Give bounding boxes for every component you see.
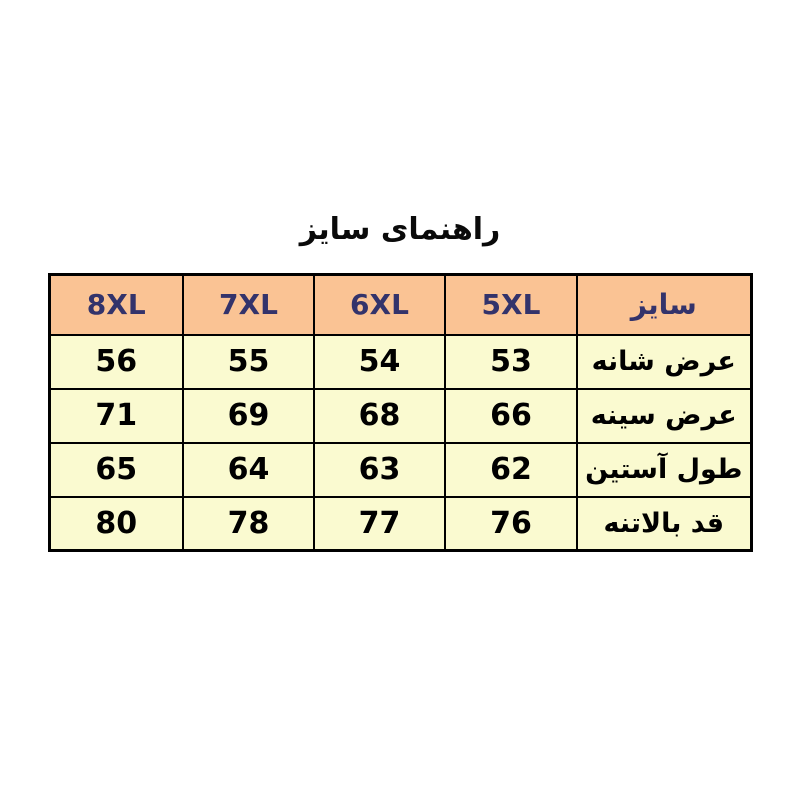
header-cell-5xl: 5XL (444, 273, 578, 336)
value-cell: 71 (48, 387, 184, 444)
value-cell: 68 (313, 387, 446, 444)
table-header-row: سایز 5XL 6XL 7XL 8XL (48, 273, 752, 336)
value-cell: 63 (313, 441, 446, 498)
value-cell: 76 (444, 495, 578, 552)
row-label: طول آستین (576, 441, 752, 498)
page-title: راهنمای سایز (299, 212, 501, 247)
table-row-chest-width: عرض سینه 66 68 69 71 (48, 387, 752, 444)
value-cell: 80 (48, 495, 184, 552)
table-row-shoulder-width: عرض شانه 53 54 55 56 (48, 333, 752, 390)
value-cell: 62 (444, 441, 578, 498)
value-cell: 64 (182, 441, 315, 498)
value-cell: 77 (313, 495, 446, 552)
value-cell: 55 (182, 333, 315, 390)
row-label: عرض شانه (576, 333, 752, 390)
value-cell: 66 (444, 387, 578, 444)
row-label: عرض سینه (576, 387, 752, 444)
header-cell-7xl: 7XL (182, 273, 315, 336)
header-cell-6xl: 6XL (313, 273, 446, 336)
row-label: قد بالاتنه (576, 495, 752, 552)
size-table: سایز 5XL 6XL 7XL 8XL عرض شانه 53 54 55 5… (47, 273, 753, 552)
table-row-torso-height: قد بالاتنه 76 77 78 80 (48, 495, 752, 552)
value-cell: 65 (48, 441, 184, 498)
value-cell: 53 (444, 333, 578, 390)
table-row-sleeve-length: طول آستین 62 63 64 65 (48, 441, 752, 498)
header-cell-8xl: 8XL (48, 273, 184, 336)
value-cell: 78 (182, 495, 315, 552)
value-cell: 54 (313, 333, 446, 390)
value-cell: 56 (48, 333, 184, 390)
value-cell: 69 (182, 387, 315, 444)
header-cell-size-label: سایز (576, 273, 752, 336)
